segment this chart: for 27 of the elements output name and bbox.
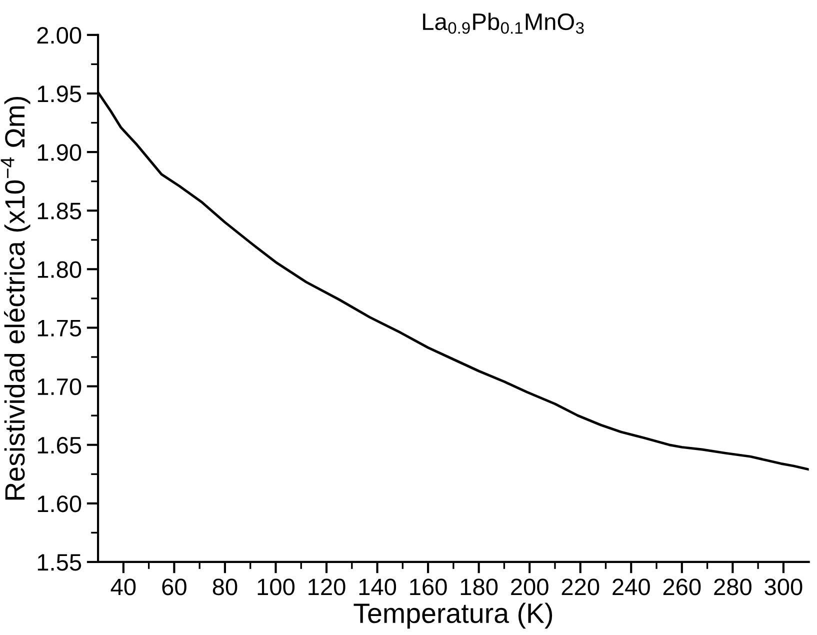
x-tick-label: 260 [663, 578, 701, 596]
y-tick-label: 1.75 [38, 320, 82, 337]
x-tick-label: 100 [258, 578, 295, 596]
y-tick-label: 2.00 [37, 26, 82, 44]
x-tick-label: 200 [511, 578, 548, 596]
x-axis-title: Temperatura (K) [354, 602, 552, 629]
x-tick-label: 300 [764, 578, 802, 596]
x-tick-label: 220 [562, 578, 600, 596]
y-tick-label: 1.80 [38, 261, 82, 278]
y-tick-label: 1.70 [38, 378, 82, 396]
x-tick-label: 140 [359, 578, 396, 596]
x-tick-label: 40 [110, 578, 136, 596]
x-tick-label: 180 [460, 578, 498, 596]
y-tick-label: 1.90 [38, 144, 82, 161]
y-tick-label: 1.65 [38, 436, 82, 454]
x-tick-label: 120 [308, 578, 346, 596]
x-tick-label: 240 [612, 578, 650, 596]
x-tick-label: 280 [714, 578, 752, 596]
y-tick-label: 1.85 [38, 202, 82, 220]
chart-title: La$_{0.9}$Pb$_{0.1}$MnO$_{3}$ [423, 12, 584, 34]
y-tick-label: 1.55 [38, 554, 82, 571]
y-axis-title: Resistividad eléctrica (x10$^{−4}$ Ωm) [0, 96, 30, 500]
x-tick-label: 80 [212, 578, 238, 596]
y-tick-label: 1.95 [38, 86, 82, 102]
x-tick-label: 160 [410, 578, 447, 596]
x-tick-label: 60 [162, 578, 186, 596]
y-tick-label: 1.60 [38, 495, 82, 512]
